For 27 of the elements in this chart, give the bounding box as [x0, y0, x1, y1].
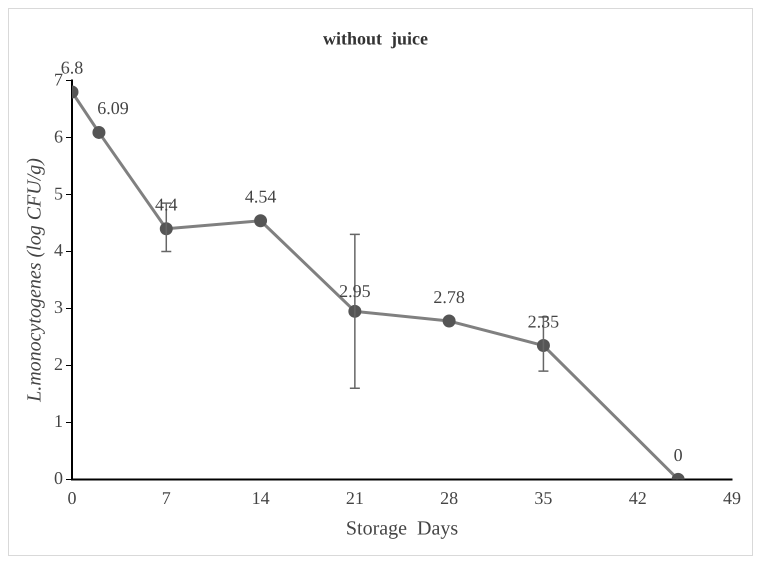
x-tick-label: 28: [440, 488, 458, 508]
y-tick-label: 3: [54, 297, 63, 318]
y-tick-label: 4: [54, 240, 63, 260]
y-axis-title: L.monocytogenes (log CFU/g): [23, 158, 46, 403]
x-tick-label: 35: [534, 488, 552, 508]
y-tick-label: 6: [54, 126, 63, 146]
data-label: 6.09: [97, 98, 129, 118]
x-tick-label: 42: [628, 488, 647, 508]
x-axis-title: Storage Days: [346, 517, 458, 540]
chart-title: without juice: [323, 28, 428, 48]
y-tick-label: 1: [54, 411, 63, 432]
data-label: 4.54: [244, 186, 276, 206]
y-tick-label: 5: [54, 183, 63, 204]
y-tick-label: 2: [54, 354, 63, 374]
data-label: 2.78: [433, 286, 465, 307]
y-tick-label: 7: [54, 69, 63, 90]
data-label: 4.4: [155, 194, 178, 214]
point: [442, 314, 456, 328]
x-tick-label: 14: [252, 488, 270, 508]
y-tick-label: 0: [54, 468, 63, 488]
x-tick-label: 21: [346, 488, 364, 508]
x-tick-label: 0: [68, 488, 76, 508]
x-tick-label: 49: [723, 488, 741, 508]
x-tick-label: 7: [162, 488, 171, 508]
point: [92, 126, 106, 139]
data-label: 0: [674, 445, 683, 466]
point: [254, 214, 268, 228]
